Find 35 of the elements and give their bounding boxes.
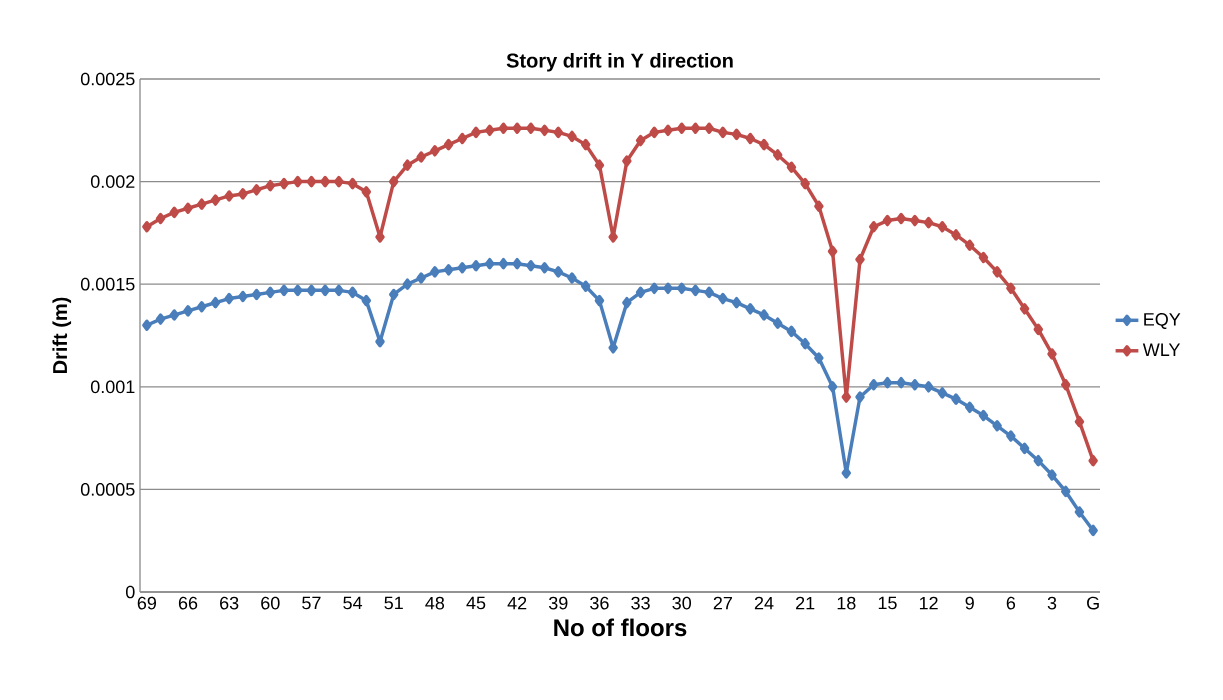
x-tick-label: 36 <box>590 596 609 610</box>
x-tick-label: 63 <box>220 596 239 610</box>
x-tick-label: 30 <box>672 596 692 610</box>
y-tick-label: 0.0005 <box>80 483 135 496</box>
x-tick-label: 21 <box>796 596 815 610</box>
x-tick-label: 54 <box>343 596 363 610</box>
x-axis-title: No of floors <box>554 618 687 637</box>
x-tick-label: 3 <box>1047 596 1057 610</box>
x-tick-label: 33 <box>631 596 650 610</box>
x-tick-label: G <box>1087 596 1099 610</box>
x-tick-label: 69 <box>137 596 157 610</box>
x-tick-label: 45 <box>466 596 486 610</box>
y-tick-label: 0.0015 <box>80 277 135 291</box>
x-tick-label: 42 <box>507 596 527 610</box>
legend-label: EQY <box>1144 313 1181 329</box>
x-tick-label: 39 <box>548 596 568 610</box>
x-tick-label: 24 <box>754 596 774 610</box>
x-tick-label: 15 <box>878 596 897 610</box>
y-tick-label: 0.0025 <box>80 72 135 86</box>
x-tick-label: 57 <box>302 596 321 610</box>
y-axis-title: Drift (m) <box>52 297 72 374</box>
x-tick-label: 51 <box>384 596 403 610</box>
x-tick-label: 12 <box>919 596 938 610</box>
x-tick-label: 48 <box>425 596 445 610</box>
x-tick-label: 27 <box>713 596 732 610</box>
x-tick-label: 18 <box>837 596 856 610</box>
chart-title: Story drift in Y direction <box>506 52 733 72</box>
x-tick-label: 60 <box>261 596 280 610</box>
x-tick-label: 66 <box>178 596 198 610</box>
x-tick-label: 9 <box>965 596 974 610</box>
x-tick-label: 6 <box>1006 596 1016 610</box>
y-tick-label: 0.001 <box>90 380 135 394</box>
legend-label: WLY <box>1142 343 1181 356</box>
y-tick-label: 0 <box>125 585 135 599</box>
y-tick-label: 0.002 <box>90 175 135 188</box>
